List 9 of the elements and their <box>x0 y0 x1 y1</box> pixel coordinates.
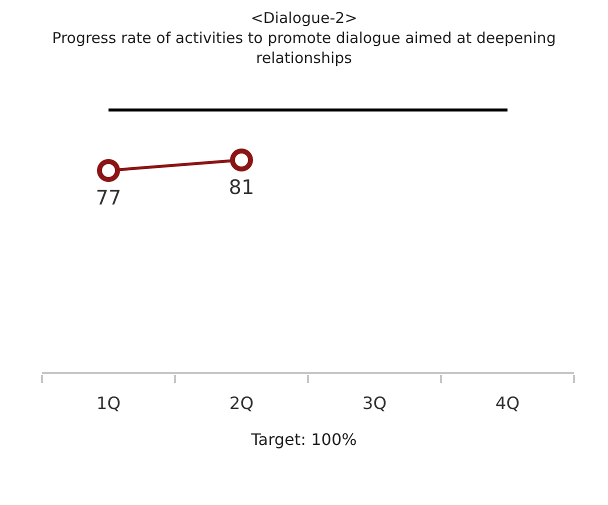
x-tick-label: 4Q <box>495 394 520 414</box>
chart-title: <Dialogue-2> <box>250 8 358 28</box>
x-tick-label: 1Q <box>96 394 121 414</box>
chart-subtitle: Progress rate of activities to promote dialogue aimed at deepening relationships <box>51 28 557 68</box>
x-tick-label: 2Q <box>229 394 254 414</box>
data-label: 81 <box>228 175 254 200</box>
data-label: 77 <box>96 186 122 210</box>
text: Target: 100% <box>250 430 358 449</box>
x-tick-label: 3Q <box>362 394 387 414</box>
